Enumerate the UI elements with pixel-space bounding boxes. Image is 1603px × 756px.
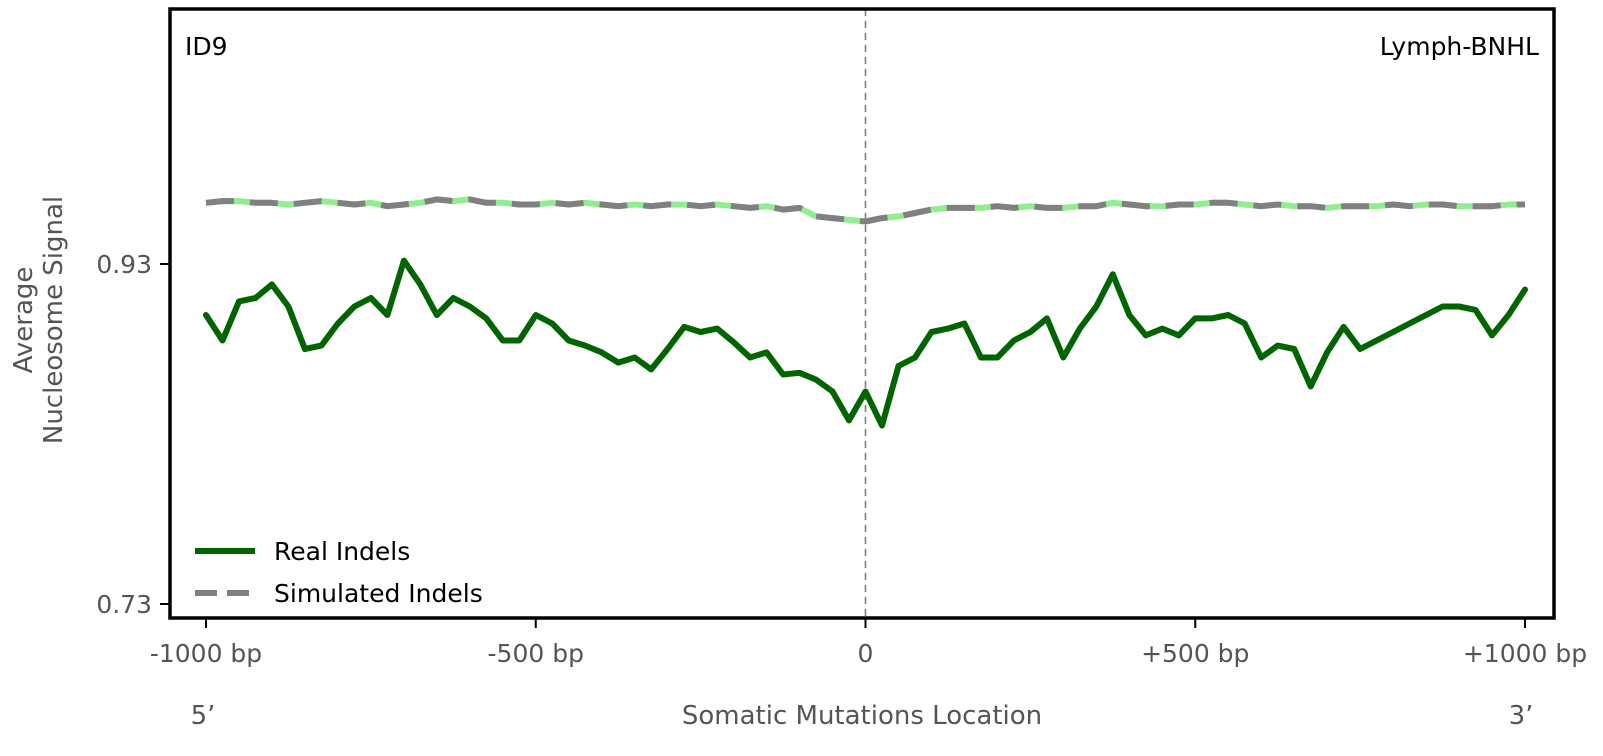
y-axis-title-line-2: Nucleosome Signal (39, 196, 69, 444)
x-tick-label: +500 bp (1141, 639, 1249, 668)
x-tick-label: +1000 bp (1463, 639, 1587, 668)
legend: Real Indels Simulated Indels (195, 537, 483, 608)
y-tick-label: 0.93 (96, 250, 152, 279)
x-axis-title: Somatic Mutations Location (682, 701, 1042, 731)
legend-label-simulated-indels: Simulated Indels (274, 579, 483, 608)
x-tick-label: -500 bp (488, 639, 584, 668)
y-axis-title-line-1: Average (9, 267, 39, 374)
simulated-indels-line (205, 196, 1525, 225)
cancer-type-label: Lymph-BNHL (1380, 32, 1539, 61)
real-indels-line (203, 257, 1528, 429)
x-axis: -1000 bp -500 bp 0 +500 bp +1000 bp (150, 618, 1587, 668)
y-axis-title: Average Nucleosome Signal (9, 196, 69, 444)
legend-label-real-indels: Real Indels (274, 537, 410, 566)
x-tick-label: 0 (858, 639, 874, 668)
y-tick-label: 0.73 (96, 590, 152, 619)
x-end-label-left: 5’ (191, 701, 216, 731)
plot-frame (168, 7, 1556, 620)
panel-label: ID9 (185, 32, 228, 61)
x-end-label-right: 3’ (1509, 701, 1534, 731)
y-axis: 0.73 0.93 (96, 250, 170, 619)
x-tick-label: -1000 bp (150, 639, 262, 668)
